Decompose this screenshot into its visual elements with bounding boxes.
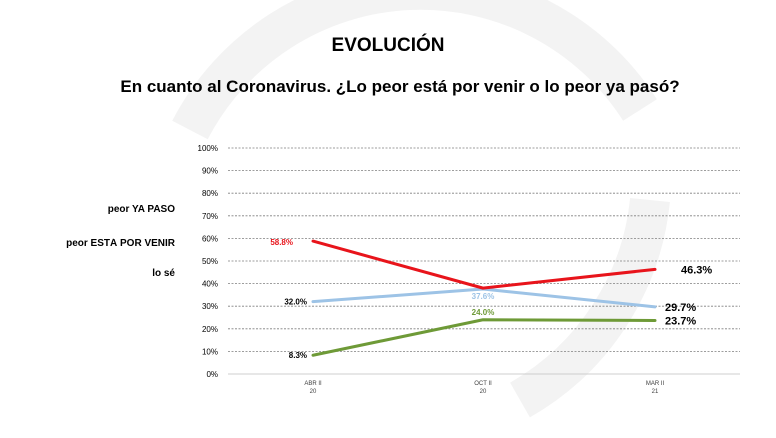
chart-subtitle: En cuanto al Coronavirus. ¿Lo peor está … [120, 77, 680, 96]
data-label-lightblue: 32.0% [284, 298, 307, 307]
legend-item-ya-paso: peor YA PASÓ [107, 204, 175, 215]
data-label-green: 23.7% [665, 315, 696, 327]
legend-item-por-venir: peor ESTÁ POR VENIR [66, 238, 175, 249]
y-tick-label: 40% [202, 280, 218, 289]
y-tick-label: 60% [202, 234, 218, 243]
y-tick-label: 100% [198, 144, 218, 153]
legend-item-no-se: lo sé [152, 268, 175, 279]
data-label-red: 46.3% [681, 264, 712, 276]
y-tick-label: 20% [202, 325, 218, 334]
x-tick-label: MAR II [646, 381, 665, 387]
chart-title: EVOLUCIÓN [331, 35, 445, 56]
y-tick-label: 30% [202, 302, 218, 311]
data-label-lightblue: 29.7% [665, 302, 696, 314]
series-line-green [311, 318, 657, 357]
x-tick-label: ABR II [304, 381, 322, 387]
x-tick-label: 20 [310, 389, 317, 395]
data-label-green: 8.3% [289, 351, 307, 360]
y-tick-label: 10% [202, 347, 218, 356]
x-tick-label: OCT II [474, 381, 492, 387]
y-tick-label: 0% [206, 370, 218, 379]
data-label-red: 58.8% [270, 238, 293, 247]
y-tick-label: 90% [202, 167, 218, 176]
data-label-green: 24.0% [472, 308, 495, 317]
y-tick-label: 70% [202, 212, 218, 221]
data-label-lightblue: 37.6% [472, 292, 495, 301]
series-line-red [311, 239, 657, 290]
x-tick-label: 20 [480, 389, 487, 395]
y-tick-label: 80% [202, 189, 218, 198]
y-tick-label: 50% [202, 257, 218, 266]
x-tick-label: 21 [652, 389, 659, 395]
